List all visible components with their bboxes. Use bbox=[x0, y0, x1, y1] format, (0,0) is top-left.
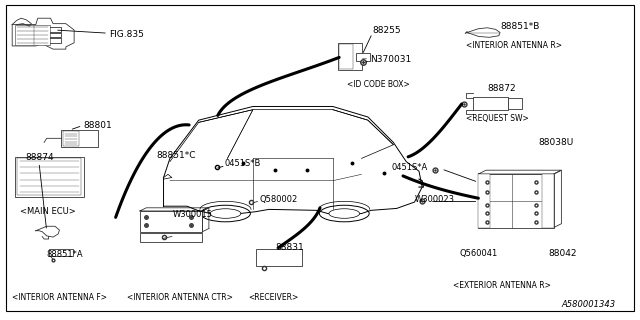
Bar bbox=[356, 53, 370, 61]
Text: 88255: 88255 bbox=[372, 26, 401, 35]
Bar bbox=[140, 211, 202, 232]
Text: <ID CODE BOX>: <ID CODE BOX> bbox=[347, 80, 410, 89]
Text: <INTERIOR ANTENNA CTR>: <INTERIOR ANTENNA CTR> bbox=[127, 292, 232, 301]
Bar bbox=[339, 44, 353, 69]
Text: 88042: 88042 bbox=[548, 249, 577, 258]
Text: 88851*C: 88851*C bbox=[156, 151, 195, 160]
Text: 88872: 88872 bbox=[487, 84, 516, 92]
Text: Q560041: Q560041 bbox=[460, 249, 497, 258]
Ellipse shape bbox=[210, 209, 241, 218]
Text: 88851*B: 88851*B bbox=[500, 22, 540, 31]
Text: <INTERIOR ANTENNA R>: <INTERIOR ANTENNA R> bbox=[466, 41, 562, 50]
Bar bbox=[508, 98, 522, 109]
Bar bbox=[256, 249, 302, 266]
Text: 88801: 88801 bbox=[84, 121, 113, 131]
Text: N370031: N370031 bbox=[370, 55, 411, 64]
Bar bbox=[49, 249, 73, 256]
Bar bbox=[15, 157, 84, 197]
Ellipse shape bbox=[319, 205, 369, 222]
Text: FIG.835: FIG.835 bbox=[109, 30, 144, 39]
Text: 88831: 88831 bbox=[275, 243, 304, 252]
Text: 88038U: 88038U bbox=[538, 138, 573, 147]
Bar bbox=[473, 97, 508, 110]
Ellipse shape bbox=[329, 209, 360, 218]
Bar bbox=[478, 174, 554, 228]
Text: <EXTERIOR ANTENNA R>: <EXTERIOR ANTENNA R> bbox=[453, 281, 550, 290]
Text: <MAIN ECU>: <MAIN ECU> bbox=[20, 206, 76, 216]
Bar bbox=[140, 233, 202, 242]
Text: 88874: 88874 bbox=[25, 153, 54, 162]
Text: A580001343: A580001343 bbox=[561, 300, 615, 309]
Text: <REQUEST SW>: <REQUEST SW> bbox=[466, 114, 529, 123]
Bar bbox=[15, 25, 50, 45]
Text: Q580002: Q580002 bbox=[259, 195, 298, 204]
Bar bbox=[542, 174, 554, 228]
Text: <RECEIVER>: <RECEIVER> bbox=[248, 292, 299, 301]
Text: 0451S*B: 0451S*B bbox=[224, 159, 260, 168]
Text: 0451S*A: 0451S*A bbox=[392, 163, 428, 172]
Text: W300015: W300015 bbox=[173, 210, 213, 219]
Bar bbox=[63, 131, 79, 146]
Ellipse shape bbox=[200, 205, 250, 222]
Bar bbox=[61, 130, 99, 147]
Text: <INTERIOR ANTENNA F>: <INTERIOR ANTENNA F> bbox=[12, 292, 107, 301]
Bar bbox=[478, 174, 490, 228]
Text: W300023: W300023 bbox=[415, 195, 454, 204]
Bar bbox=[338, 43, 362, 70]
Bar bbox=[17, 158, 81, 195]
Text: 88851*A: 88851*A bbox=[47, 250, 83, 259]
